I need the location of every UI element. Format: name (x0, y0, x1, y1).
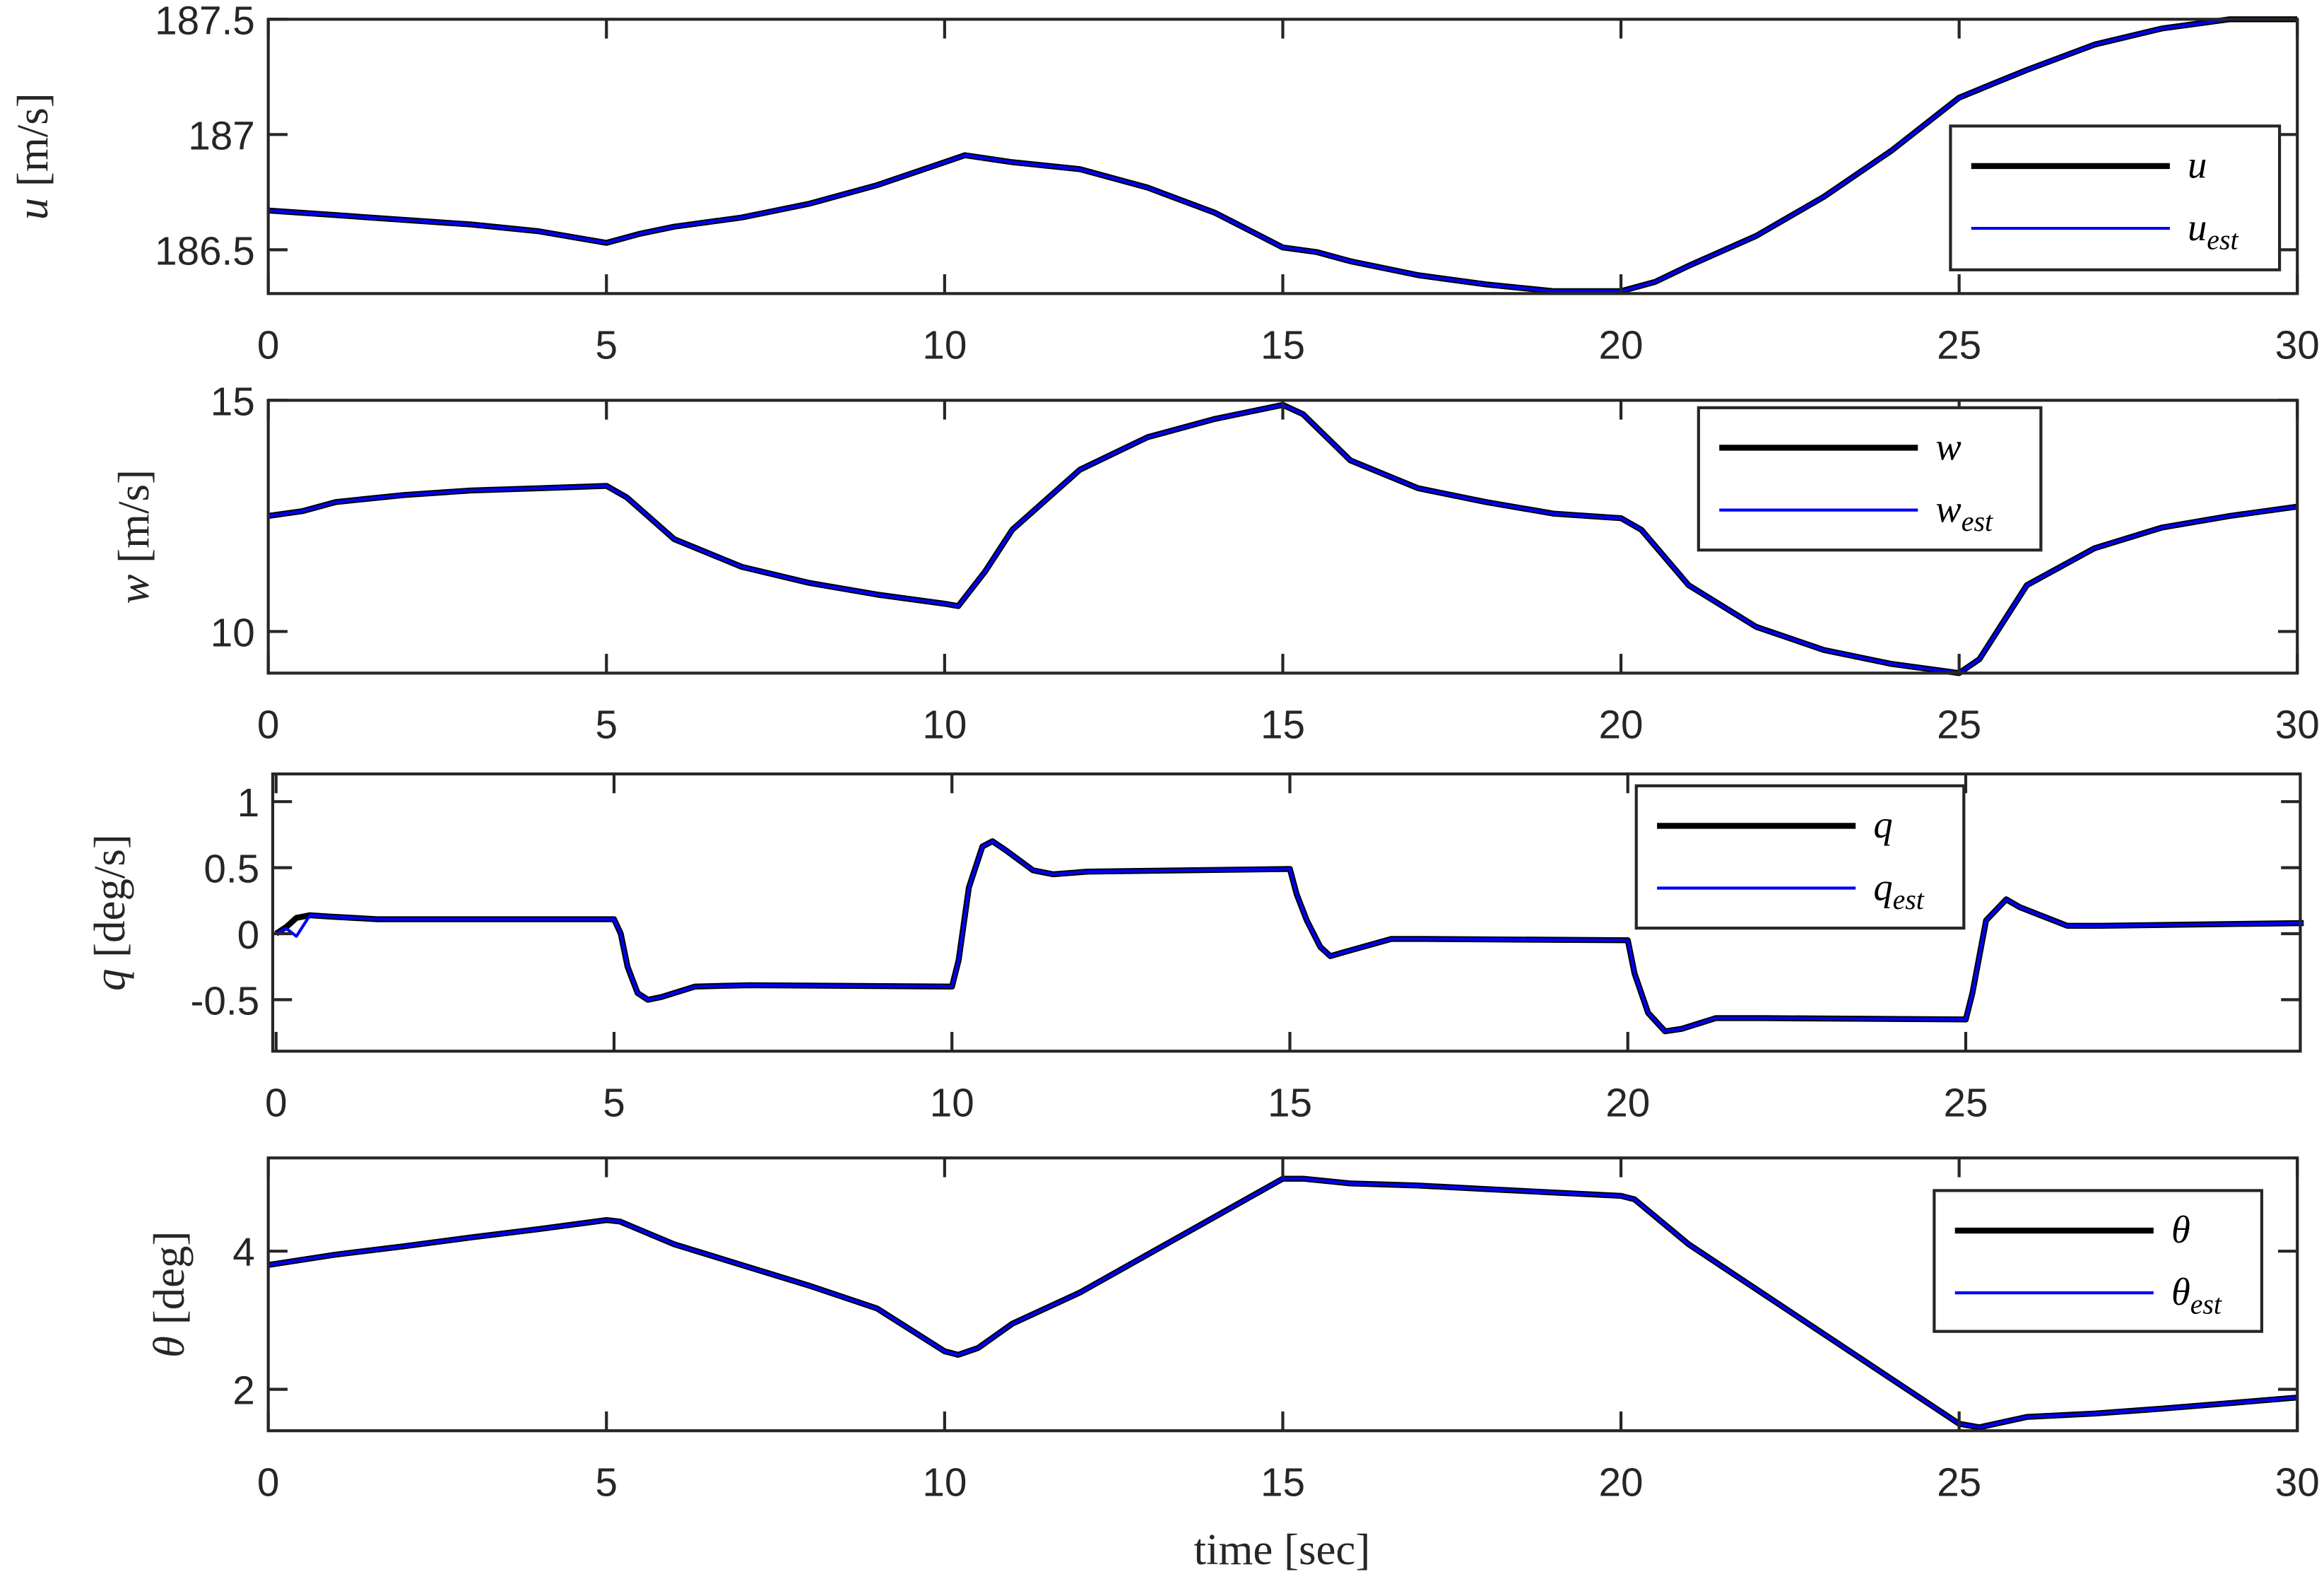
x-axis-label: time [sec] (1194, 1525, 1371, 1574)
x-tick-label: 30 (2275, 324, 2320, 368)
x-tick-label: 10 (922, 703, 967, 748)
x-tick-label: 25 (1937, 1461, 1981, 1505)
x-tick-label: 20 (1599, 324, 1644, 368)
series-line-estimate (275, 840, 2304, 1033)
x-tick-label: 10 (922, 1461, 967, 1505)
legend-box (1697, 406, 2043, 552)
subplot-theta: 0 5 10 15 20 25 30 2 4 θ [deg] θ θest (144, 1156, 2320, 1505)
x-tick-label: 0 (257, 703, 279, 748)
y-tick-label: 10 (211, 611, 255, 655)
series-line-estimate (268, 403, 2298, 675)
x-tick-label: 30 (2275, 1461, 2320, 1505)
x-tick-label: 20 (1599, 703, 1644, 748)
x-tick-label: 20 (1605, 1081, 1650, 1126)
y-tick-label: 186.5 (155, 229, 255, 274)
legend-label: west (1935, 487, 1993, 537)
y-tick-label: 1 (237, 781, 259, 826)
x-tick-label: 5 (603, 1081, 625, 1126)
y-tick-label: 187.5 (155, 0, 255, 43)
legend: q qest (1634, 784, 1966, 930)
axes-box (271, 772, 2302, 1053)
x-tick-label: 0 (257, 1461, 279, 1505)
legend-box (1634, 784, 1966, 930)
legend-label: w (1935, 425, 1961, 468)
x-tick-label: 5 (596, 1461, 618, 1505)
legend-label: θ (2171, 1208, 2190, 1251)
y-axis-label: w [m/s] (109, 469, 158, 604)
x-tick-label: 0 (265, 1081, 287, 1126)
x-tick-label: 0 (257, 324, 279, 368)
x-tick-label: 15 (1261, 1461, 1305, 1505)
y-tick-label: 15 (211, 380, 255, 424)
x-tick-label: 5 (596, 703, 618, 748)
x-tick-label: 25 (1937, 703, 1981, 748)
x-tick-label: 25 (1937, 324, 1981, 368)
legend-label: qest (1873, 865, 1924, 915)
y-axis-label: u [m/s] (8, 93, 57, 220)
y-axis-label: θ [deg] (144, 1231, 194, 1358)
y-tick-label: 4 (232, 1231, 254, 1275)
x-tick-label: 10 (922, 324, 967, 368)
legend: θ θest (1933, 1189, 2263, 1333)
y-tick-label: 2 (232, 1369, 254, 1414)
subplot-w: 0 5 10 15 20 25 30 10 15 w [m/s] w west (109, 380, 2320, 747)
legend-label: θest (2171, 1270, 2222, 1320)
x-tick-label: 15 (1261, 324, 1305, 368)
legend-box (1933, 1189, 2263, 1333)
x-tick-label: 10 (930, 1081, 974, 1126)
legend-label: u (2188, 143, 2207, 187)
legend: w west (1697, 406, 2043, 552)
y-tick-label: 0 (237, 913, 259, 958)
x-tick-label: 15 (1261, 703, 1305, 748)
x-tick-label: 25 (1943, 1081, 1988, 1126)
x-tick-label: 20 (1599, 1461, 1644, 1505)
subplot-q: 0 5 10 15 20 25 -0.5 0 0.5 1 q [deg/s] q qest (85, 772, 2304, 1126)
y-axis-label: q [deg/s] (85, 834, 134, 991)
legend-box (1949, 124, 2282, 271)
y-tick-label: 0.5 (204, 847, 259, 892)
subplot-u: 0 5 10 15 20 25 30 186.5 187 187.5 u [m/s] u uest (8, 0, 2320, 368)
legend: u uest (1949, 124, 2282, 271)
y-tick-label: 187 (188, 114, 254, 158)
x-tick-label: 30 (2275, 703, 2320, 748)
x-tick-label: 5 (596, 324, 618, 368)
x-tick-label: 15 (1268, 1081, 1312, 1126)
series-line-estimate (268, 18, 2298, 293)
y-tick-label: -0.5 (190, 979, 259, 1023)
legend-label: uest (2188, 206, 2239, 256)
legend-label: q (1873, 803, 1892, 846)
